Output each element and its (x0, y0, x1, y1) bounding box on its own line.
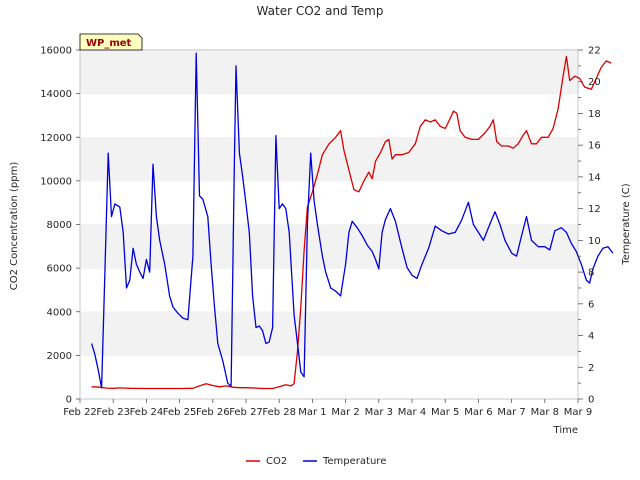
x-tick-label: Mar 5 (431, 407, 459, 418)
station-badge: WP_met (79, 33, 143, 51)
x-tick-label: Feb 23 (96, 407, 130, 418)
y-left-tick-label: 12000 (40, 133, 72, 144)
y-left-tick-label: 2000 (47, 351, 72, 362)
y-axis-right: 0 2 4 6 8 10 12 14 16 18 20 22 (578, 46, 601, 406)
x-axis: Feb 22 Feb 23 Feb 24 Feb 25 Feb 26 Feb 27 Feb … (63, 399, 592, 418)
y-left-tick-label: 14000 (40, 89, 72, 100)
y-right-tick-label: 20 (588, 77, 601, 88)
y-right-tick-label: 10 (588, 236, 601, 247)
series-line-co2 (91, 55, 612, 390)
y-right-tick-label: 22 (588, 46, 601, 57)
legend-label-co2: CO2 (266, 456, 287, 467)
y-right-tick-label: 16 (588, 141, 601, 152)
y-left-tick-label: 16000 (40, 46, 72, 57)
x-tick-label: Feb 24 (130, 407, 164, 418)
y-right-tick-label: 2 (588, 363, 594, 374)
x-tick-label: Feb 22 (63, 407, 97, 418)
x-tick-label: Mar 8 (531, 407, 559, 418)
x-tick-label: Mar 2 (331, 407, 359, 418)
plot-band (80, 180, 578, 225)
chart-title: Water CO2 and Temp (257, 4, 384, 18)
y-right-tick-label: 18 (588, 109, 601, 120)
x-axis-title: Time (553, 425, 578, 436)
y-left-tick-label: 8000 (47, 220, 72, 231)
legend: CO2 Temperature (246, 456, 386, 467)
x-tick-label: Mar 3 (365, 407, 393, 418)
plot-band (80, 311, 578, 356)
y-right-tick-label: 4 (588, 331, 594, 342)
y-axis-right-title: Temperature (C) (621, 183, 632, 265)
x-tick-label: Feb 28 (262, 407, 296, 418)
x-tick-label: Mar 4 (398, 407, 426, 418)
y-axis-left-title: CO2 Concentration (ppm) (9, 162, 20, 291)
y-axis-left: 0 2000 4000 6000 8000 10000 12000 14000 16000 (40, 46, 80, 406)
x-tick-label: Mar 1 (298, 407, 326, 418)
y-right-tick-label: 8 (588, 268, 594, 279)
series-line-temperature (90, 52, 614, 389)
x-tick-label: Feb 25 (163, 407, 197, 418)
x-tick-label: Mar 9 (564, 407, 592, 418)
plot-band (80, 50, 578, 94)
y-left-tick-label: 4000 (47, 307, 72, 318)
y-left-tick-label: 0 (66, 395, 72, 406)
plot-band (80, 224, 578, 269)
x-tick-label: Mar 7 (497, 407, 525, 418)
y-right-tick-label: 0 (588, 395, 594, 406)
plot-band (80, 93, 578, 138)
y-left-tick-label: 10000 (40, 176, 72, 187)
y-right-tick-label: 6 (588, 299, 594, 310)
x-tick-label: Mar 6 (464, 407, 492, 418)
x-tick-label: Feb 26 (196, 407, 230, 418)
series-layer (90, 52, 614, 390)
legend-label-temperature: Temperature (322, 456, 386, 467)
y-right-tick-label: 12 (588, 204, 601, 215)
plot-band (80, 268, 578, 312)
plot-band (80, 355, 578, 399)
y-left-tick-label: 6000 (47, 264, 72, 275)
x-tick-label: Feb 27 (229, 407, 263, 418)
plot-bands (80, 49, 578, 399)
station-badge-label: WP_met (86, 38, 132, 49)
y-right-tick-label: 14 (588, 172, 601, 183)
